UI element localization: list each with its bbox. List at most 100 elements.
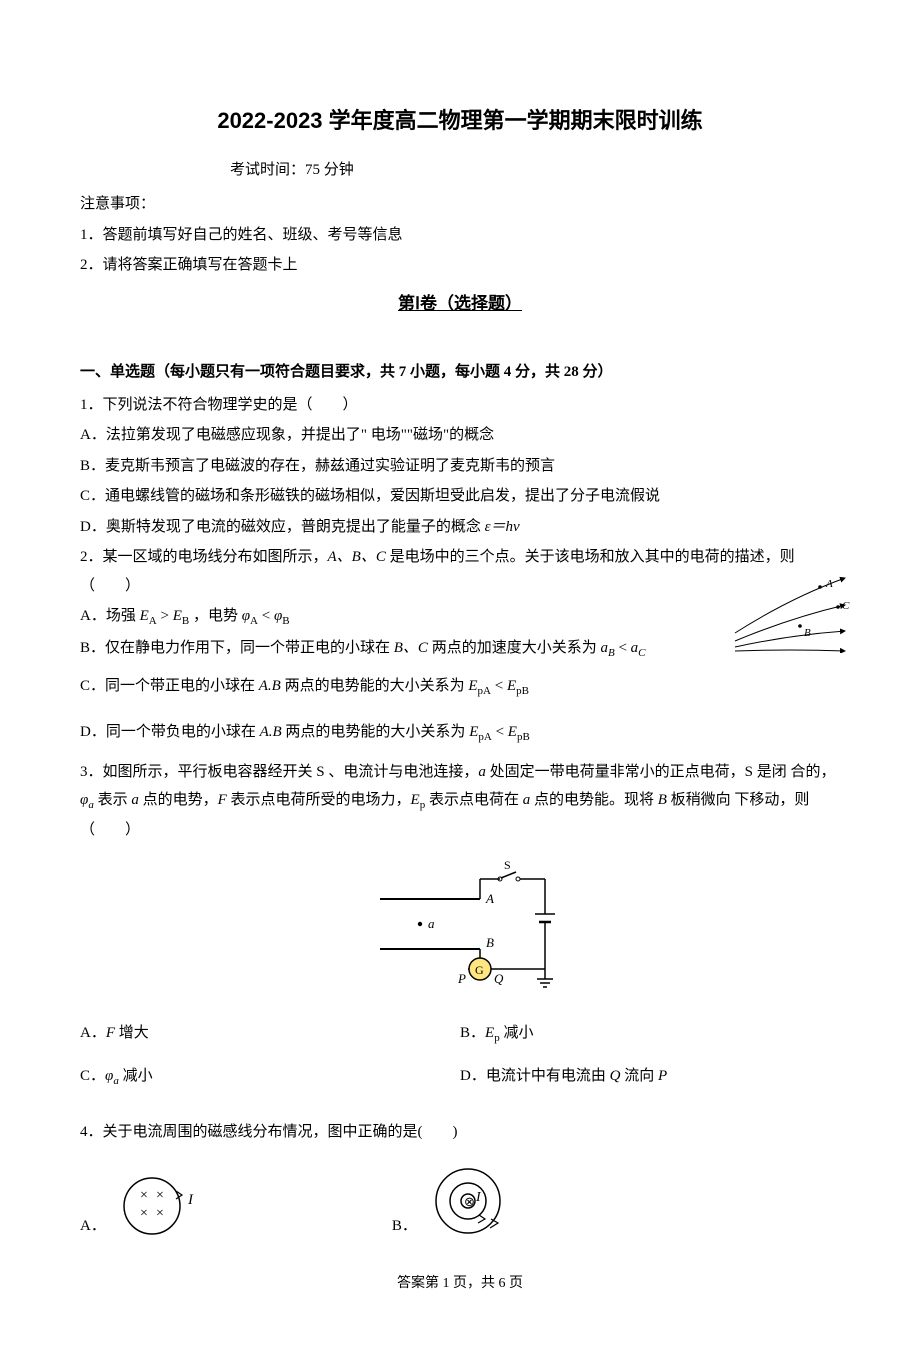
q3-stem: 3．如图所示，平行板电容器经开关 S 、电流计与电池连接，a 处固定一带电荷量非… (80, 758, 840, 845)
q3-s2c: a (131, 792, 139, 808)
q1-stem: 1．下列说法不符合物理学史的是（ ） (80, 391, 840, 420)
q2b-lt: < (615, 640, 631, 656)
q2-opt-b: B．仅在静电力作用下，同一个带正电的小球在 B、C 两点的加速度大小关系为 aB… (80, 634, 840, 664)
q1-opt-c: C．通电螺线管的磁场和条形磁铁的磁场相似，爱因斯坦受此启发，提出了分子电流假说 (80, 482, 840, 511)
q2-opt-a: A．场强 EA > EB ，电势 φA < φB (80, 602, 840, 632)
q3-s2h: 点的电势能。现将 (530, 792, 658, 808)
q3d-q: Q (610, 1068, 621, 1084)
q1-d-eq: ε＝hν (485, 519, 520, 535)
q3d-pre: D．电流计中有电流由 (460, 1068, 610, 1084)
q2a-e2: E (173, 608, 182, 624)
q1-opt-d: D．奥斯特发现了电流的磁效应，普朗克提出了能量子的概念 ε＝hν (80, 513, 840, 542)
q4-figure-a: × × × × I (112, 1171, 212, 1241)
q3-opt-c: C．φa 减小 (80, 1062, 460, 1092)
q2d-es1: pA (478, 731, 491, 743)
page-title: 2022-2023 学年度高二物理第一学期期末限时训练 (80, 100, 840, 142)
q2d-e2: E (508, 724, 517, 740)
q2-fig-label-c: C (842, 600, 850, 612)
svg-text:×: × (140, 1188, 148, 1203)
q2d-ab: A.B (260, 724, 282, 740)
q3-s2a: 合的， (790, 764, 835, 780)
q3-opt-d: D．电流计中有电流由 Q 流向 P (460, 1062, 840, 1092)
q3-s2d: 点的电势， (139, 792, 218, 808)
part-1-title: 一、单选题（每小题只有一项符合题目要求，共 7 小题，每小题 4 分，共 28 … (80, 358, 840, 387)
q2a-mid: ，电势 (189, 608, 242, 624)
q3-opts-row2: C．φa 减小 D．电流计中有电流由 Q 流向 P (80, 1062, 840, 1092)
q2a-lt: < (258, 608, 274, 624)
notice-header: 注意事项： (80, 190, 840, 219)
svg-text:×: × (156, 1206, 164, 1221)
q1-opt-a: A．法拉第发现了电磁感应现象，并提出了" 电场""磁场"的概念 (80, 421, 840, 450)
q2d-es2: pB (517, 731, 530, 743)
q3c-pre: C． (80, 1068, 105, 1084)
q2a-s1: A (149, 615, 157, 627)
q2b-mid: 两点的加速度大小关系为 (428, 640, 601, 656)
q2-opt-c: C．同一个带正电的小球在 A.B 两点的电势能的大小关系为 EpA < EpB (80, 672, 840, 702)
q2c-es1: pA (478, 685, 491, 697)
q2c-e2: E (507, 678, 516, 694)
q3a-pre: A． (80, 1025, 106, 1041)
svg-text:×: × (156, 1188, 164, 1203)
q2-figure: A B C (730, 563, 850, 653)
q3d-mid: 流向 (620, 1068, 658, 1084)
q3a-f: F (106, 1025, 115, 1041)
q2a-ps1: A (250, 615, 258, 627)
q3-s2e: 表示点电荷所受的电场力， (227, 792, 411, 808)
q3-s1c: 处固定一带电荷量非常小的正点电荷，S 是闭 (486, 764, 787, 780)
q2c-es2: pB (516, 685, 529, 697)
q3-s2b: 表示 (94, 792, 132, 808)
q3-s2B: B (658, 792, 667, 808)
q3-s2Ep: E (411, 792, 420, 808)
q2c-lt: < (491, 678, 507, 694)
q3a-post: 增大 (115, 1025, 149, 1041)
q3-figure: A B a S G P Q (350, 859, 570, 999)
q3b-post: 减小 (500, 1025, 534, 1041)
q3-s2i: 板稍微向 (667, 792, 731, 808)
q2a-e1: E (140, 608, 149, 624)
q2c-ab: A.B (259, 678, 281, 694)
q2-stem-abc: A、B、C (328, 549, 386, 565)
q1-d-pre: D．奥斯特发现了电流的磁效应，普朗克提出了能量子的概念 (80, 519, 485, 535)
svg-text:⊗: ⊗ (464, 1194, 475, 1209)
q2-block: 2．某一区域的电场线分布如图所示，A、B、C 是电场中的三个点。关于该电场和放入… (80, 543, 840, 748)
q2-stem-pre: 2．某一区域的电场线分布如图所示， (80, 549, 328, 565)
q2c-e1: E (468, 678, 477, 694)
q2a-gt: > (157, 608, 173, 624)
q3-fig-label-a-point: a (428, 916, 435, 931)
q2-stem: 2．某一区域的电场线分布如图所示，A、B、C 是电场中的三个点。关于该电场和放入… (80, 543, 840, 600)
q3-fig-label-q: Q (494, 971, 504, 986)
q2b-a1: a (600, 640, 608, 656)
q2d-pre: D．同一个带负电的小球在 (80, 724, 260, 740)
q3-opt-a: A．F 增大 (80, 1019, 460, 1049)
q2d-lt: < (492, 724, 508, 740)
exam-time: 考试时间：75 分钟 (80, 156, 840, 185)
q2d-mid: 两点的电势能的大小关系为 (282, 724, 470, 740)
q3-opts-row1: A．F 增大 B．Ep 减小 (80, 1019, 840, 1049)
section-1-header: 第Ⅰ卷（选择题） (80, 288, 840, 320)
q2c-pre: C．同一个带正电的小球在 (80, 678, 259, 694)
q3b-pre: B． (460, 1025, 485, 1041)
q3-fig-label-g: G (475, 963, 484, 977)
q3-s2f: 表示点电荷在 (425, 792, 523, 808)
q3-fig-label-p: P (457, 971, 466, 986)
q3b-e: E (485, 1025, 494, 1041)
q3-opt-b: B．Ep 减小 (460, 1019, 840, 1049)
q3-fig-label-b-plate: B (486, 935, 494, 950)
q4-opt-b: B． ⊗ I (392, 1161, 513, 1241)
q3-fig-label-s: S (504, 859, 511, 872)
q4b-I: I (475, 1190, 482, 1205)
q2a-ps2: B (282, 615, 289, 627)
q2a-p1: φ (242, 608, 250, 624)
q2b-as2: C (638, 647, 645, 659)
q4-figure-b: ⊗ I (423, 1161, 513, 1241)
q2b-as1: B (608, 647, 615, 659)
q3d-p: P (658, 1068, 667, 1084)
q4-stem: 4．关于电流周围的磁感线分布情况，图中正确的是( ) (80, 1118, 840, 1147)
q3-s1b: a (478, 764, 486, 780)
q2-fig-label-a: A (825, 578, 833, 590)
q2-fig-label-b: B (804, 627, 811, 639)
q2d-e1: E (469, 724, 478, 740)
notice-item-2: 2．请将答案正确填写在答题卡上 (80, 251, 840, 280)
page-footer: 答案第 1 页，共 6 页 (80, 1271, 840, 1298)
q1-opt-b: B．麦克斯韦预言了电磁波的存在，赫兹通过实验证明了麦克斯韦的预言 (80, 452, 840, 481)
